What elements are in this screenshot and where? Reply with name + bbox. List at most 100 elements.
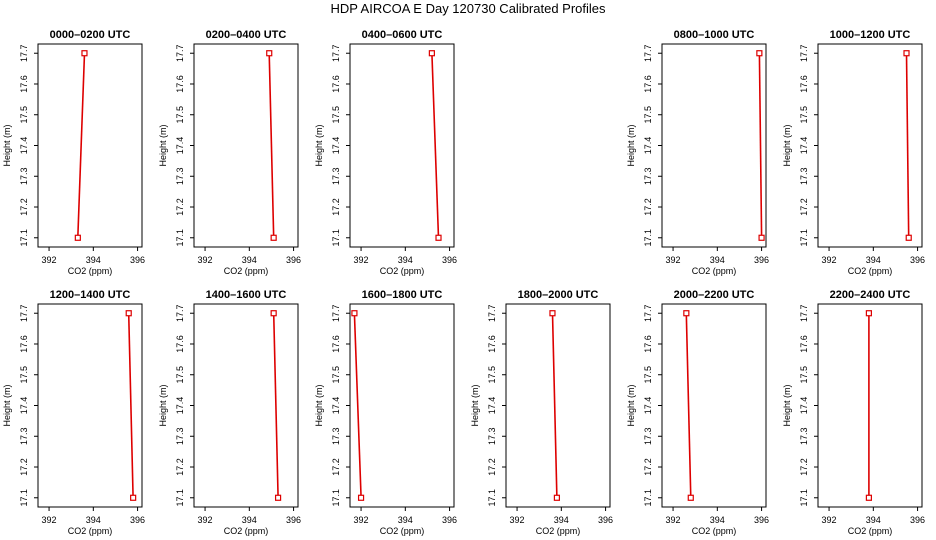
y-tick-label: 17.2 bbox=[19, 458, 29, 476]
y-axis-label: Height (m) bbox=[158, 384, 168, 426]
x-tick-label: 396 bbox=[754, 255, 769, 265]
y-axis-label: Height (m) bbox=[314, 124, 324, 166]
data-point bbox=[130, 494, 137, 501]
y-tick-label: 17.4 bbox=[799, 137, 809, 155]
y-tick-label: 17.2 bbox=[643, 198, 653, 216]
y-tick-label: 17.1 bbox=[19, 229, 29, 247]
data-point bbox=[435, 234, 442, 241]
x-axis-label: CO2 (ppm) bbox=[224, 266, 269, 276]
x-tick-label: 392 bbox=[354, 255, 369, 265]
y-tick-label: 17.1 bbox=[175, 229, 185, 247]
y-tick-label: 17.3 bbox=[487, 427, 497, 445]
y-axis-label: Height (m) bbox=[2, 124, 12, 166]
y-axis-label: Height (m) bbox=[158, 124, 168, 166]
x-tick-label: 392 bbox=[198, 255, 213, 265]
y-tick-label: 17.7 bbox=[175, 44, 185, 62]
x-tick-label: 396 bbox=[286, 515, 301, 525]
y-tick-label: 17.5 bbox=[487, 366, 497, 384]
y-axis-label: Height (m) bbox=[2, 384, 12, 426]
x-tick-label: 394 bbox=[710, 255, 725, 265]
y-tick-label: 17.4 bbox=[487, 397, 497, 415]
x-tick-label: 396 bbox=[598, 515, 613, 525]
y-tick-label: 17.6 bbox=[19, 335, 29, 353]
x-tick-label: 394 bbox=[866, 255, 881, 265]
y-tick-label: 17.7 bbox=[643, 304, 653, 322]
y-tick-label: 17.3 bbox=[175, 427, 185, 445]
y-tick-label: 17.7 bbox=[19, 304, 29, 322]
x-tick-label: 392 bbox=[42, 255, 57, 265]
profile-line bbox=[685, 313, 692, 498]
panel-title: 0800–1000 UTC bbox=[674, 29, 755, 41]
plot-frame bbox=[661, 43, 767, 248]
y-axis-label: Height (m) bbox=[782, 124, 792, 166]
panel-title: 1400–1600 UTC bbox=[206, 289, 287, 301]
profile-line bbox=[905, 53, 910, 238]
y-tick-label: 17.1 bbox=[19, 489, 29, 507]
y-tick-label: 17.1 bbox=[331, 489, 341, 507]
x-tick-label: 396 bbox=[442, 515, 457, 525]
y-tick-label: 17.4 bbox=[19, 397, 29, 415]
y-tick-label: 17.7 bbox=[331, 44, 341, 62]
x-tick-label: 392 bbox=[510, 515, 525, 525]
plot-frame bbox=[37, 303, 143, 508]
x-tick-label: 394 bbox=[710, 515, 725, 525]
y-tick-label: 17.6 bbox=[331, 335, 341, 353]
y-tick-label: 17.1 bbox=[643, 489, 653, 507]
y-tick-label: 17.7 bbox=[19, 44, 29, 62]
profile-line bbox=[77, 53, 86, 238]
y-tick-label: 17.4 bbox=[19, 137, 29, 155]
profile-line bbox=[268, 53, 275, 238]
profile-line bbox=[758, 53, 763, 238]
y-tick-label: 17.7 bbox=[799, 44, 809, 62]
plot-frame bbox=[817, 303, 923, 508]
y-tick-label: 17.4 bbox=[175, 397, 185, 415]
data-point bbox=[81, 50, 88, 57]
y-tick-label: 17.4 bbox=[799, 397, 809, 415]
profile-line bbox=[272, 313, 279, 498]
data-point bbox=[270, 310, 277, 317]
y-axis-label: Height (m) bbox=[782, 384, 792, 426]
y-tick-label: 17.4 bbox=[643, 397, 653, 415]
x-tick-label: 392 bbox=[666, 515, 681, 525]
x-axis-label: CO2 (ppm) bbox=[380, 526, 425, 536]
y-tick-label: 17.7 bbox=[331, 304, 341, 322]
x-axis-label: CO2 (ppm) bbox=[68, 526, 113, 536]
panel-title: 2000–2200 UTC bbox=[674, 289, 755, 301]
y-tick-label: 17.5 bbox=[799, 106, 809, 124]
data-point bbox=[125, 310, 132, 317]
x-tick-label: 394 bbox=[398, 515, 413, 525]
page-title: HDP AIRCOA E Day 120730 Calibrated Profi… bbox=[330, 1, 606, 16]
y-tick-label: 17.2 bbox=[331, 198, 341, 216]
x-axis-label: CO2 (ppm) bbox=[848, 266, 893, 276]
y-tick-label: 17.3 bbox=[19, 167, 29, 185]
x-tick-label: 396 bbox=[754, 515, 769, 525]
panel-title: 1200–1400 UTC bbox=[50, 289, 131, 301]
y-tick-label: 17.1 bbox=[331, 229, 341, 247]
data-point bbox=[74, 234, 81, 241]
x-tick-label: 392 bbox=[666, 255, 681, 265]
x-tick-label: 396 bbox=[910, 515, 925, 525]
panel-title: 1000–1200 UTC bbox=[830, 29, 911, 41]
y-tick-label: 17.1 bbox=[487, 489, 497, 507]
y-tick-label: 17.2 bbox=[175, 458, 185, 476]
x-tick-label: 394 bbox=[86, 255, 101, 265]
y-tick-label: 17.3 bbox=[643, 167, 653, 185]
panel-title: 0400–0600 UTC bbox=[362, 29, 443, 41]
data-point bbox=[270, 234, 277, 241]
x-axis-label: CO2 (ppm) bbox=[68, 266, 113, 276]
plot-frame bbox=[193, 43, 299, 248]
y-tick-label: 17.5 bbox=[331, 106, 341, 124]
profile-line bbox=[127, 313, 134, 498]
y-tick-label: 17.5 bbox=[331, 366, 341, 384]
data-point bbox=[428, 50, 435, 57]
x-tick-label: 396 bbox=[130, 255, 145, 265]
y-axis-label: Height (m) bbox=[314, 384, 324, 426]
y-tick-label: 17.5 bbox=[19, 106, 29, 124]
y-tick-label: 17.6 bbox=[175, 75, 185, 93]
x-axis-label: CO2 (ppm) bbox=[848, 526, 893, 536]
y-tick-label: 17.4 bbox=[643, 137, 653, 155]
data-point bbox=[266, 50, 273, 57]
y-tick-label: 17.6 bbox=[643, 75, 653, 93]
plot-frame bbox=[193, 303, 299, 508]
